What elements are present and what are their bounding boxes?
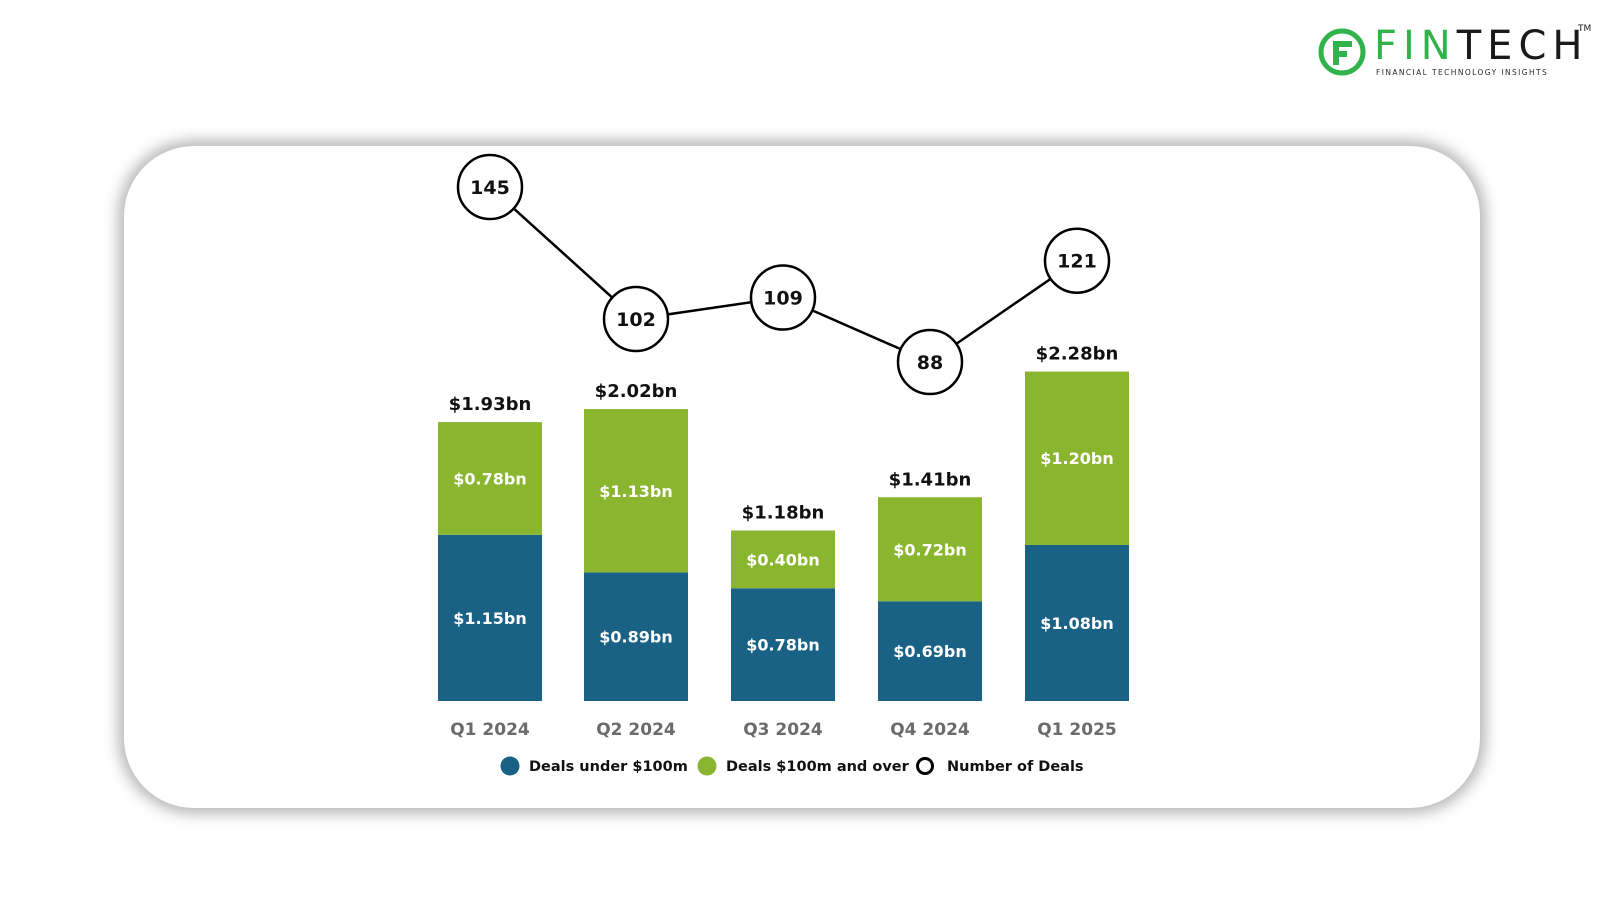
bar-total-label: $1.41bn [889, 469, 972, 490]
brand-tagline: FINANCIAL TECHNOLOGY INSIGHTS [1376, 68, 1549, 77]
bar-value-label: $0.78bn [746, 636, 819, 655]
deal-count-marker [456, 153, 524, 221]
bar-value-label: $1.13bn [599, 482, 672, 501]
deal-count-label: 88 [917, 352, 943, 374]
deal-count-marker [896, 328, 964, 396]
bar-under-100m [438, 534, 542, 701]
bar-total-label: $1.18bn [742, 502, 825, 523]
deal-count-label: 121 [1057, 251, 1097, 273]
bar-value-label: $1.20bn [1040, 449, 1113, 468]
bar-under-100m [1025, 544, 1129, 701]
bar-100m-and-over [878, 497, 982, 602]
legend-label: Deals $100m and over [726, 759, 910, 775]
legend-marker [500, 756, 520, 776]
brand-name-fin: FIN [1374, 23, 1457, 69]
bar-100m-and-over [584, 409, 688, 573]
deal-count-label: 109 [763, 288, 803, 310]
x-tick-label: Q2 2024 [596, 720, 676, 740]
deal-count-label: 145 [470, 177, 510, 199]
trademark-symbol: TM [1578, 24, 1592, 34]
bar-100m-and-over [1025, 371, 1129, 545]
bar-total-label: $1.93bn [449, 394, 532, 415]
bar-under-100m [731, 588, 835, 701]
x-tick-label: Q1 2024 [450, 720, 530, 740]
bar-100m-and-over [731, 530, 835, 589]
deal-count-marker [602, 285, 670, 353]
bar-100m-and-over [438, 422, 542, 535]
chart-card: $1.15bn $0.78bn $1.93bn Q1 2024 $0.89bn $1.13… [124, 146, 1480, 808]
brand-name-tech: TECH [1456, 23, 1589, 69]
bar-value-label: $0.72bn [893, 540, 966, 559]
x-tick-label: Q4 2024 [890, 720, 970, 740]
bar-total-label: $2.02bn [595, 381, 678, 402]
deal-count-marker [1043, 227, 1111, 294]
x-tick-label: Q3 2024 [743, 720, 823, 740]
bar-under-100m [584, 572, 688, 701]
bar-value-label: $1.08bn [1040, 614, 1113, 633]
fintech-f-logo-icon [1318, 28, 1366, 76]
deal-count-marker [749, 264, 817, 331]
fintech-logo[interactable]: FINTECH TM FINANCIAL TECHNOLOGY INSIGHTS [1318, 24, 1592, 84]
legend-label: Deals under $100m [529, 759, 688, 775]
legend-marker-hollow [916, 757, 934, 775]
bar-value-label: $0.40bn [746, 550, 819, 569]
x-tick-label: Q1 2025 [1037, 720, 1117, 740]
legend-marker [697, 756, 717, 776]
brand-wordmark: FINTECH [1374, 24, 1588, 68]
bar-value-label: $1.15bn [453, 609, 526, 628]
bar-value-label: $0.89bn [599, 628, 672, 647]
deal-count-label: 102 [616, 309, 656, 331]
bar-total-label: $2.28bn [1036, 344, 1119, 365]
stacked-bar-chart: $1.15bn $0.78bn $1.93bn Q1 2024 $0.89bn $1.13… [438, 153, 1129, 776]
bar-under-100m [878, 601, 982, 701]
bar-value-label: $0.69bn [893, 642, 966, 661]
bar-value-label: $0.78bn [453, 469, 526, 488]
legend-label: Number of Deals [947, 759, 1084, 775]
